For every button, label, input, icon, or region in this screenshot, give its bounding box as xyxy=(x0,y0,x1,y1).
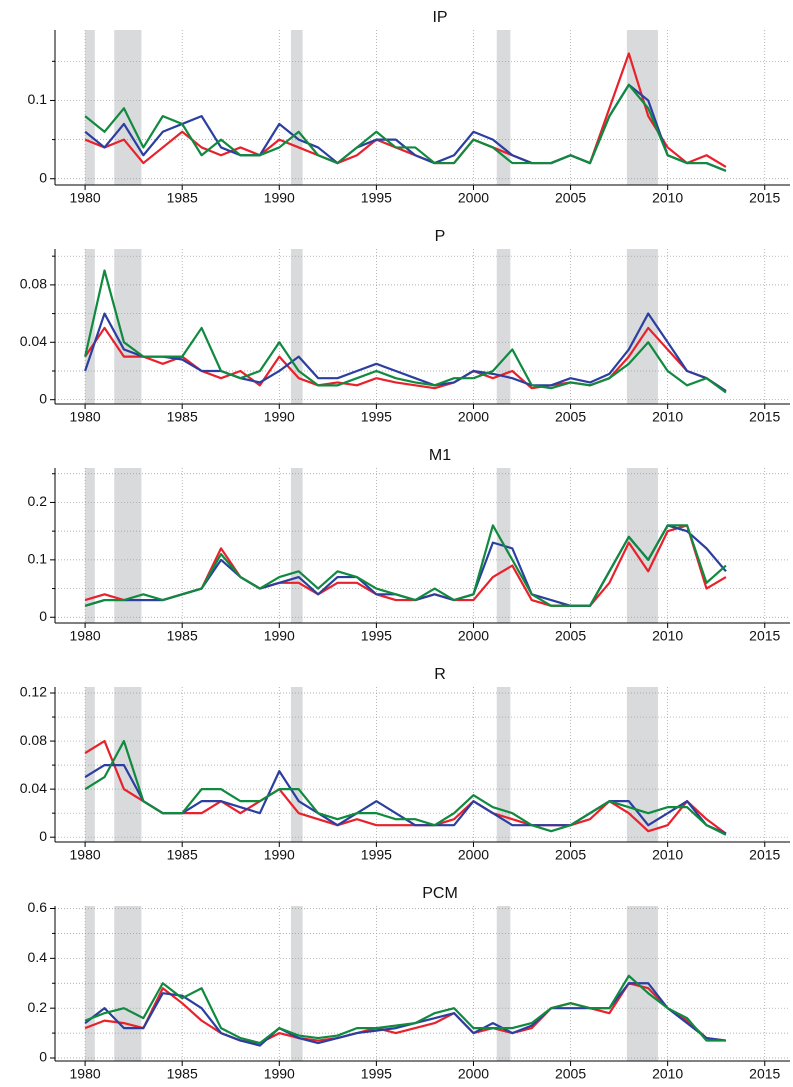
x-tick-label: 2005 xyxy=(555,1066,586,1082)
x-tick-label: 2015 xyxy=(749,628,780,644)
recession-band xyxy=(85,906,95,1061)
panel-title: M1 xyxy=(429,447,451,464)
x-tick-label: 1985 xyxy=(167,628,198,644)
y-tick-label: 0.2 xyxy=(28,999,48,1015)
x-tick-label: 2015 xyxy=(749,847,780,863)
series-line xyxy=(84,974,726,1045)
y-tick-label: 0.12 xyxy=(20,684,47,700)
series-line xyxy=(84,312,727,392)
recession-band xyxy=(290,468,303,623)
x-tick-label: 2010 xyxy=(652,190,683,206)
x-tick-label: 1990 xyxy=(264,409,295,425)
panel-title: IP xyxy=(432,9,447,26)
x-tick-label: 2010 xyxy=(652,409,683,425)
x-tick-label: 1995 xyxy=(361,628,392,644)
x-tick-label: 1980 xyxy=(70,1066,101,1082)
series-line xyxy=(84,739,727,836)
panel-title: R xyxy=(434,666,446,683)
y-tick-label: 0.04 xyxy=(20,333,47,349)
recession-band xyxy=(290,687,303,842)
y-tick-label: 0 xyxy=(39,390,47,406)
x-tick-label: 1995 xyxy=(361,409,392,425)
x-tick-label: 2000 xyxy=(458,409,489,425)
x-tick-label: 1990 xyxy=(264,190,295,206)
x-tick-label: 2010 xyxy=(652,1066,683,1082)
series-line xyxy=(84,269,727,394)
series-line xyxy=(84,524,727,607)
panel: 0 0.2 0.4 0.6 1980 1985 1990 1995 2000 2005 2010 20… xyxy=(28,885,790,1082)
recession-band xyxy=(626,30,658,185)
y-tick-label: 0.1 xyxy=(28,551,48,567)
y-tick-label: 0.08 xyxy=(20,276,47,292)
x-tick-label: 1985 xyxy=(167,847,198,863)
x-tick-label: 2000 xyxy=(458,190,489,206)
x-tick-label: 2015 xyxy=(749,1066,780,1082)
y-tick-label: 0 xyxy=(39,608,47,624)
y-tick-label: 0.08 xyxy=(20,732,47,748)
panel: 0 0.04 0.08 0.12 1980 1985 1990 1995 2000 2005 201… xyxy=(20,666,790,863)
x-tick-label: 2000 xyxy=(458,1066,489,1082)
recession-band xyxy=(496,687,511,842)
x-tick-label: 1990 xyxy=(264,1066,295,1082)
x-tick-label: 2000 xyxy=(458,847,489,863)
recession-band xyxy=(85,30,95,185)
y-tick-label: 0.4 xyxy=(28,949,48,965)
x-tick-label: 2010 xyxy=(652,847,683,863)
x-tick-label: 1985 xyxy=(167,409,198,425)
x-tick-label: 1990 xyxy=(264,847,295,863)
recession-band xyxy=(85,249,95,404)
recession-band xyxy=(496,30,511,185)
x-tick-label: 2005 xyxy=(555,409,586,425)
recession-band xyxy=(290,249,303,404)
recession-band xyxy=(114,249,142,404)
recession-band xyxy=(85,687,95,842)
recession-band xyxy=(114,30,142,185)
x-tick-label: 2005 xyxy=(555,847,586,863)
x-tick-label: 1985 xyxy=(167,1066,198,1082)
recession-band xyxy=(496,249,511,404)
x-tick-label: 1980 xyxy=(70,628,101,644)
x-tick-label: 1995 xyxy=(361,847,392,863)
panel-title: P xyxy=(435,228,446,245)
panel: 0 0.1 1980 1985 1990 1995 2000 2005 2010 2015 IP xyxy=(28,9,790,206)
recession-band xyxy=(85,468,95,623)
series-line xyxy=(84,83,727,172)
x-tick-label: 2015 xyxy=(749,409,780,425)
x-tick-label: 1980 xyxy=(70,409,101,425)
panel: 0 0.1 0.2 1980 1985 1990 1995 2000 2005 2010 2015 M… xyxy=(28,447,790,644)
panel: 0 0.04 0.08 1980 1985 1990 1995 2000 2005 2010 201… xyxy=(20,228,790,425)
y-tick-label: 0.6 xyxy=(28,899,48,915)
x-tick-label: 2010 xyxy=(652,628,683,644)
x-tick-label: 1995 xyxy=(361,1066,392,1082)
recession-band xyxy=(496,906,511,1061)
series-line xyxy=(84,739,727,835)
series-line xyxy=(84,982,727,1045)
y-tick-label: 0.2 xyxy=(28,493,48,509)
x-tick-label: 1980 xyxy=(70,847,101,863)
y-tick-label: 0.04 xyxy=(20,780,47,796)
y-tick-label: 0.1 xyxy=(28,91,48,107)
y-tick-label: 0 xyxy=(39,169,47,185)
recession-band xyxy=(290,906,303,1061)
series-line xyxy=(84,326,727,392)
x-tick-label: 2005 xyxy=(555,190,586,206)
x-tick-label: 1985 xyxy=(167,190,198,206)
y-tick-label: 0 xyxy=(39,1049,47,1065)
x-tick-label: 2000 xyxy=(458,628,489,644)
x-tick-label: 2015 xyxy=(749,190,780,206)
x-tick-label: 2005 xyxy=(555,628,586,644)
panel-title: PCM xyxy=(422,885,458,902)
recession-band xyxy=(290,30,303,185)
y-tick-label: 0 xyxy=(39,828,47,844)
x-tick-label: 1990 xyxy=(264,628,295,644)
x-tick-label: 1995 xyxy=(361,190,392,206)
series-line xyxy=(84,982,727,1047)
x-tick-label: 1980 xyxy=(70,190,101,206)
